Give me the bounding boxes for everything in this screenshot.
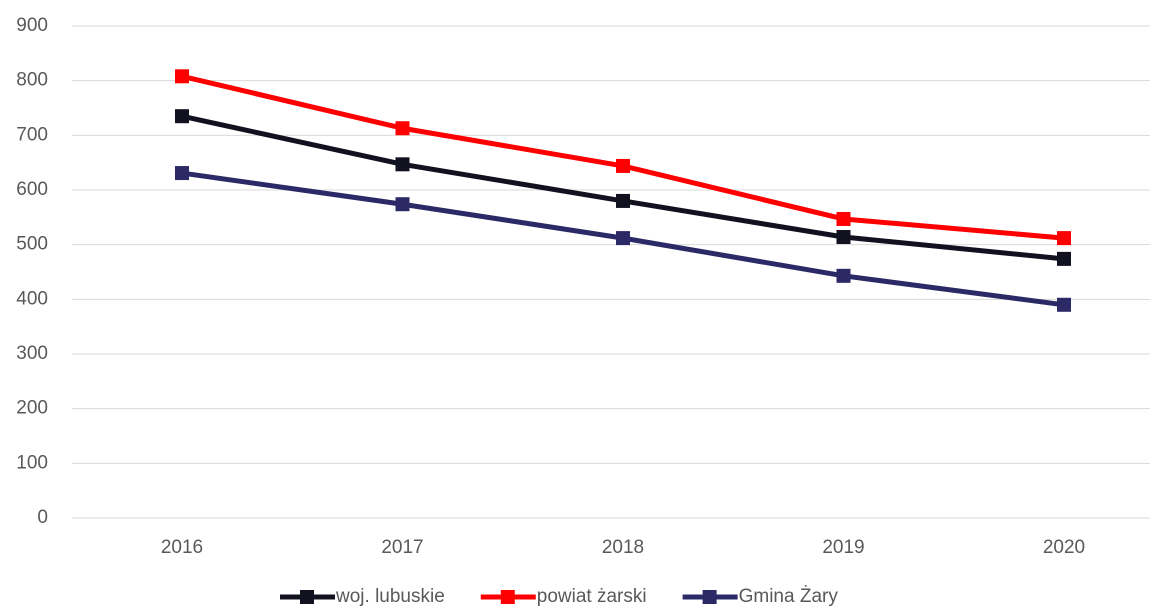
legend-item: woj. lubuskie	[280, 586, 445, 607]
x-tick-label: 2018	[602, 537, 644, 558]
point-marker	[836, 230, 851, 245]
point-marker	[1057, 297, 1071, 312]
legend-marker	[500, 590, 515, 604]
point-marker	[836, 211, 851, 226]
point-marker	[616, 158, 630, 173]
x-tick-label: 2017	[381, 537, 423, 558]
point-marker	[175, 109, 189, 124]
legend-label: Gmina Żary	[739, 586, 839, 607]
point-marker	[175, 69, 189, 84]
y-tick-label: 100	[16, 452, 48, 473]
y-tick-label: 500	[16, 234, 48, 255]
point-marker	[616, 231, 630, 246]
legend-item: Gmina Żary	[682, 586, 839, 607]
y-tick-label: 900	[16, 15, 48, 36]
y-tick-label: 300	[16, 343, 48, 364]
point-marker	[395, 121, 410, 136]
legend-item: powiat żarski	[480, 586, 647, 607]
y-tick-label: 0	[37, 507, 48, 528]
series-line	[181, 73, 1065, 241]
legend-label: powiat żarski	[537, 586, 647, 607]
x-tick-label: 2016	[161, 537, 203, 558]
y-tick-label: 600	[16, 179, 48, 200]
legend-label: woj. lubuskie	[335, 586, 445, 607]
point-marker	[175, 166, 189, 181]
point-marker	[395, 157, 410, 172]
point-marker	[1057, 231, 1071, 246]
y-tick-label: 400	[16, 288, 48, 309]
point-marker	[395, 197, 410, 212]
x-tick-label: 2020	[1043, 537, 1085, 558]
y-tick-label: 700	[16, 124, 48, 145]
point-marker	[616, 193, 630, 208]
y-tick-label: 800	[16, 70, 48, 91]
legend-marker	[702, 590, 717, 604]
y-tick-label: 200	[16, 398, 48, 419]
point-marker	[836, 268, 851, 283]
legend-marker	[300, 590, 314, 604]
x-tick-label: 2019	[822, 537, 864, 558]
point-marker	[1057, 251, 1071, 266]
